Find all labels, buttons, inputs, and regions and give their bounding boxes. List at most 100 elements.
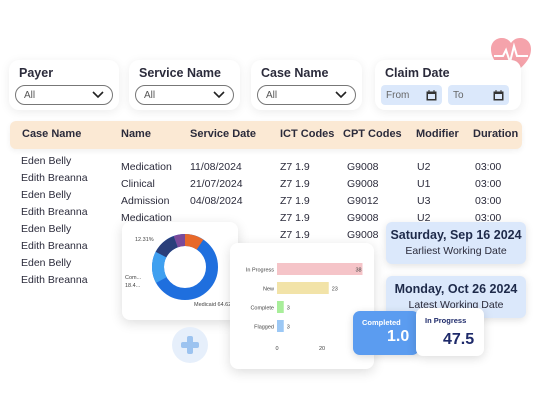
completed-value: 1.0 [387, 328, 410, 345]
table-cell: U1 [417, 178, 431, 190]
case-name-select[interactable]: All [257, 85, 356, 105]
in-progress-value: 47.5 [443, 331, 475, 348]
chevron-down-icon [92, 91, 104, 99]
table-cell: Z7 1.9 [280, 229, 310, 241]
table-cell: Clinical [121, 178, 155, 190]
bar [277, 301, 284, 313]
to-date-input[interactable]: To [448, 85, 509, 105]
x-tick-label: 20 [319, 346, 325, 352]
earliest-caption: Earliest Working Date [405, 245, 507, 257]
table-cell: 03:00 [475, 195, 502, 207]
x-tick-label: 0 [275, 346, 278, 352]
bar-value-label: 38 [356, 268, 362, 274]
payer-value: All [24, 89, 36, 101]
table-header: Case Name Name Service Date ICT Codes CP… [10, 121, 522, 149]
table-cell: Edith Breanna [21, 240, 88, 252]
claim-date-filter: Claim Date From To [375, 60, 521, 110]
donut-label-left2: 18.4... [125, 283, 141, 289]
plus-icon [181, 336, 199, 354]
in-progress-label: In Progress [425, 316, 467, 325]
payer-filter: Payer All [9, 60, 119, 110]
calendar-icon [493, 89, 504, 100]
payer-label: Payer [19, 66, 54, 80]
table-cell: Z7 1.9 [280, 178, 310, 190]
table-cell: Eden Belly [21, 223, 72, 235]
service-name-value: All [144, 89, 156, 101]
table-cell: G9008 [347, 178, 379, 190]
from-date-input[interactable]: From [381, 85, 442, 105]
calendar-icon [426, 89, 437, 100]
table-cell: Eden Belly [21, 155, 72, 167]
bar [277, 282, 329, 294]
table-cell: Medication [121, 161, 172, 173]
donut-slice-light [152, 251, 167, 283]
claim-date-label: Claim Date [385, 66, 450, 80]
case-name-value: All [266, 89, 278, 101]
earliest-date: Saturday, Sep 16 2024 [390, 228, 522, 242]
table-cell: Medication [121, 212, 172, 224]
table-cell: Edith Breanna [21, 274, 88, 286]
service-name-select[interactable]: All [135, 85, 234, 105]
table-cell: G9008 [347, 229, 379, 241]
case-name-label: Case Name [261, 66, 329, 80]
service-name-label: Service Name [139, 66, 222, 80]
bar [277, 320, 284, 332]
table-cell: G9012 [347, 195, 379, 207]
from-date-placeholder: From [386, 89, 410, 101]
col-ict-codes[interactable]: ICT Codes [280, 128, 335, 140]
table-cell: U2 [417, 161, 431, 173]
col-service-date[interactable]: Service Date [190, 128, 257, 140]
payer-donut-card: 12.31% Com... 18.4... Medicaid 64.62% [122, 222, 238, 320]
table-cell: 03:00 [475, 212, 502, 224]
to-date-placeholder: To [453, 89, 464, 101]
case-name-filter: Case Name All [251, 60, 362, 110]
col-modifier[interactable]: Modifier [416, 128, 459, 140]
donut-slice-purple [173, 234, 186, 248]
in-progress-stat-card: In Progress 47.5 [416, 308, 484, 356]
table-cell: U2 [417, 212, 431, 224]
col-duration[interactable]: Duration [473, 128, 519, 140]
earliest-date-card: Saturday, Sep 16 2024 Earliest Working D… [386, 222, 526, 264]
col-name[interactable]: Name [121, 128, 151, 140]
col-cpt-codes[interactable]: CPT Codes [343, 128, 402, 140]
table-cell: U3 [417, 195, 431, 207]
payer-donut-chart [152, 234, 218, 300]
table-cell: 11/08/2024 [190, 161, 242, 173]
table-cell: Edith Breanna [21, 206, 88, 218]
donut-label-top: 12.31% [135, 237, 154, 243]
table-cell: Z7 1.9 [280, 161, 310, 173]
table-cell: Admission [121, 195, 170, 207]
table-cell: Eden Belly [21, 257, 72, 269]
donut-label-left: Com... [125, 275, 142, 281]
completed-label: Completed [362, 318, 401, 327]
service-name-filter: Service Name All [129, 60, 240, 110]
table-cell: Z7 1.9 [280, 212, 310, 224]
completed-stat-card: Completed 1.0 [353, 311, 419, 355]
status-bar-card: In Progress 38 New 23 Complete 3 Flagged 3 0 20 [230, 243, 374, 369]
bar-value-label: 3 [287, 306, 290, 312]
table-cell: Eden Belly [21, 189, 72, 201]
donut-slice-orange [184, 234, 204, 250]
bar-category-label: In Progress [246, 268, 274, 274]
bar-category-label: Complete [250, 306, 274, 312]
table-cell: G9008 [347, 161, 379, 173]
donut-slice-navy [155, 236, 179, 258]
status-bar-chart: In Progress 38 New 23 Complete 3 Flagged 3 0 20 [246, 263, 363, 352]
latest-date: Monday, Oct 26 2024 [394, 282, 518, 296]
table-cell: Edith Breanna [21, 172, 88, 184]
payer-select[interactable]: All [15, 85, 113, 105]
col-case-name[interactable]: Case Name [22, 128, 82, 140]
chevron-down-icon [213, 91, 225, 99]
plus-badge [172, 327, 208, 363]
bar-category-label: New [263, 287, 274, 293]
bar-category-label: Flagged [254, 325, 274, 331]
table-cell: G9008 [347, 212, 379, 224]
bar [277, 263, 363, 275]
table-cell: 04/08/2024 [190, 195, 243, 207]
donut-label-bottom: Medicaid 64.62% [194, 302, 237, 308]
table-cell: Z7 1.9 [280, 195, 310, 207]
table-cell: 03:00 [475, 178, 502, 190]
bar-value-label: 3 [287, 325, 290, 331]
bar-value-label: 23 [332, 287, 338, 293]
chevron-down-icon [335, 91, 347, 99]
